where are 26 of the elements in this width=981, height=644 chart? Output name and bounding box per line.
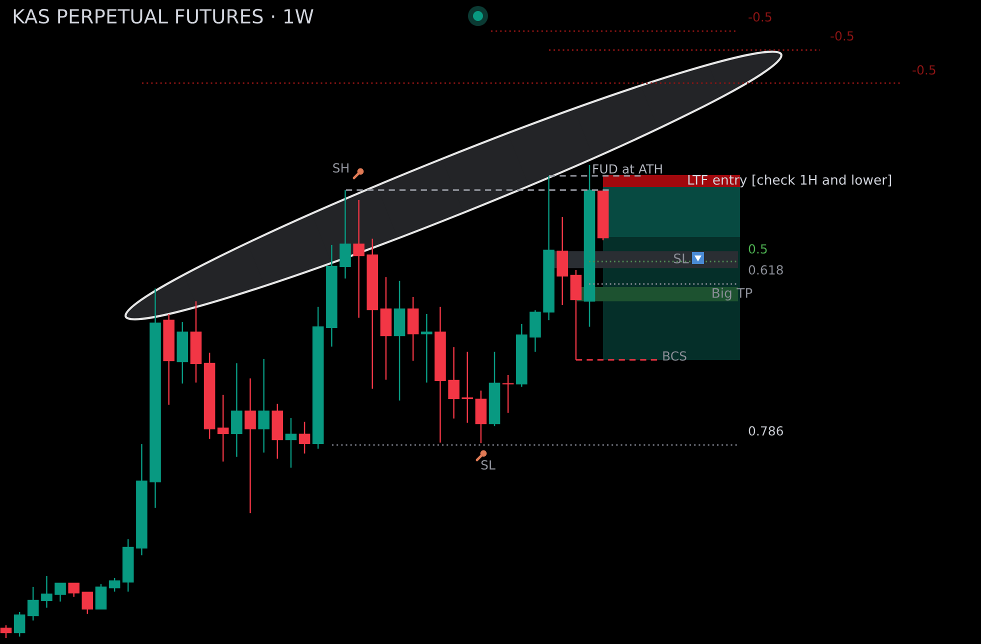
candlestick [231, 362, 242, 458]
text: 0.786 [748, 426, 783, 436]
candlestick [28, 586, 39, 622]
candlestick [68, 582, 80, 598]
candlestick [41, 575, 52, 608]
candlestick [421, 313, 432, 384]
candlestick [82, 591, 94, 614]
chart-title: KAS PERPETUAL FUTURES · 1W [14, 8, 314, 24]
ref-line-label: BCS [663, 351, 686, 361]
annotation: SL [481, 460, 496, 470]
candlestick [285, 417, 297, 468]
candlestick [298, 421, 310, 454]
candlestick [95, 583, 107, 610]
candlestick [258, 358, 270, 454]
candlestick [448, 346, 460, 420]
candlestick [502, 374, 514, 414]
candlestick [54, 582, 66, 602]
candlestick [244, 378, 256, 514]
text: -0.5 [830, 31, 854, 41]
candlestick [14, 611, 26, 638]
candlestick [462, 351, 474, 424]
candlestick [0, 624, 12, 639]
candlestick [108, 577, 120, 592]
text: -0.5 [748, 12, 772, 22]
text: -0.5 [912, 65, 936, 75]
candlestick [217, 394, 229, 462]
